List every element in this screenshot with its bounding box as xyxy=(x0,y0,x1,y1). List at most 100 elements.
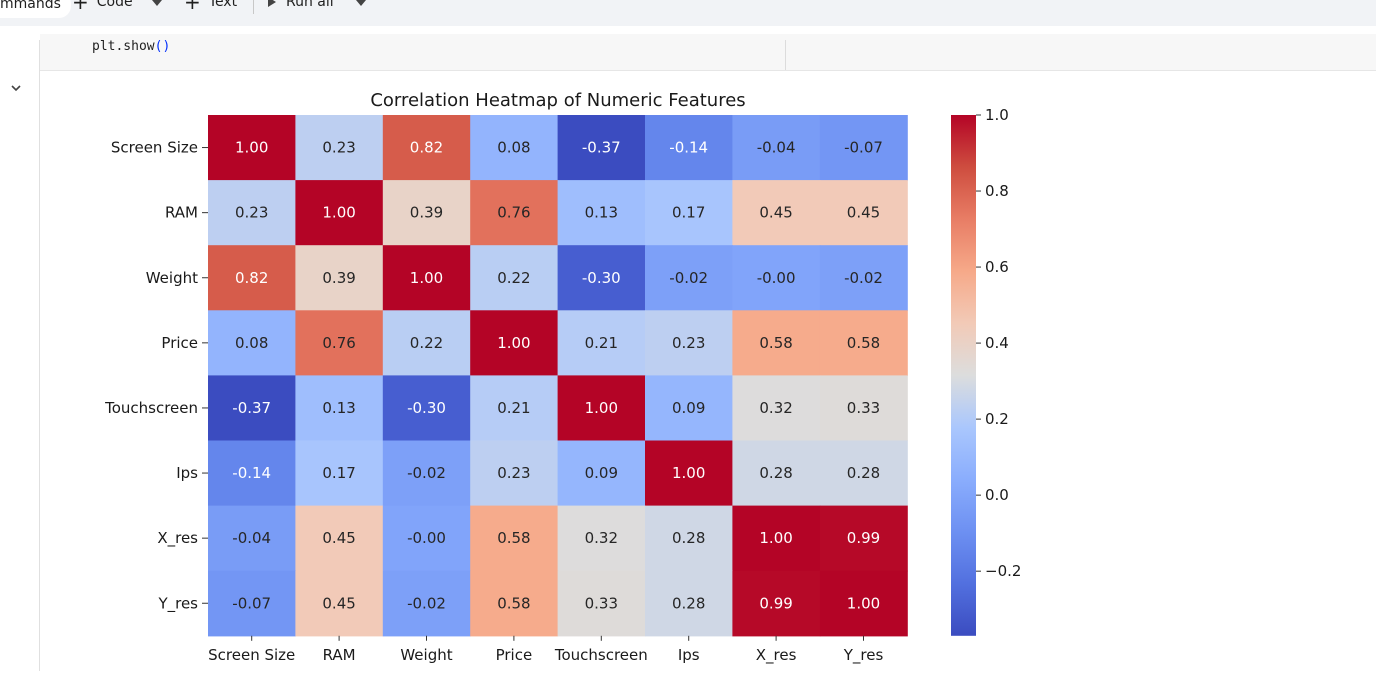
colorbar-tick-label: 0.2 xyxy=(985,410,1009,428)
cell-value-label: 0.82 xyxy=(235,269,268,287)
heatmap-cell xyxy=(295,310,384,376)
chart-title: Correlation Heatmap of Numeric Features xyxy=(370,90,745,111)
x-tick-label: X_res xyxy=(756,646,797,665)
cell-value-label: 0.39 xyxy=(322,269,355,287)
cell-value-label: -0.04 xyxy=(757,139,796,157)
run-all-dropdown[interactable] xyxy=(356,0,366,6)
cell-value-label: 0.08 xyxy=(235,334,268,352)
cell-value-label: 0.23 xyxy=(497,464,530,482)
cell-value-label: -0.37 xyxy=(582,139,621,157)
heatmap-cell xyxy=(819,245,908,311)
cell-value-label: 0.28 xyxy=(847,464,880,482)
heatmap-cell xyxy=(208,375,296,442)
cell-value-label: 0.32 xyxy=(585,529,618,547)
cell-value-label: 0.58 xyxy=(759,334,792,352)
cell-value-label: 0.58 xyxy=(847,334,880,352)
cell-value-label: 0.23 xyxy=(322,139,355,157)
heatmap-cell xyxy=(819,310,908,376)
cell-output: Correlation Heatmap of Numeric Features … xyxy=(40,71,1376,671)
cell-value-label: -0.02 xyxy=(407,594,446,612)
add-code-button[interactable]: + Code xyxy=(72,0,133,12)
correlation-heatmap: Correlation Heatmap of Numeric Features … xyxy=(104,90,1021,665)
colorbar-tick-label: 0.8 xyxy=(985,182,1009,200)
chevron-down-icon xyxy=(356,0,366,6)
cell-value-label: 1.00 xyxy=(847,594,880,612)
cell-value-label: -0.30 xyxy=(582,269,621,287)
colorbar-tick-label: −0.2 xyxy=(985,562,1021,580)
heatmap-cell xyxy=(645,505,733,572)
heatmap-cell xyxy=(645,310,733,376)
code-parens: () xyxy=(154,39,171,54)
run-all-button[interactable]: Run all xyxy=(268,0,334,10)
heatmap-cell xyxy=(208,180,296,246)
x-tick-label: Y_res xyxy=(843,646,884,665)
y-tick-label: X_res xyxy=(157,529,198,548)
add-code-dropdown[interactable] xyxy=(152,0,162,6)
cell-value-label: 0.76 xyxy=(322,334,355,352)
cell-value-label: 0.23 xyxy=(235,204,268,222)
cell-value-label: -0.07 xyxy=(232,594,271,612)
cell-value-label: 0.22 xyxy=(497,269,530,287)
notebook-toolbar: mmands + Code + Text Run all xyxy=(0,0,1376,26)
cell-value-label: 0.58 xyxy=(497,529,530,547)
heatmap-cell xyxy=(382,245,471,311)
heatmap-cell xyxy=(382,115,471,181)
cell-value-label: 1.00 xyxy=(235,139,268,157)
add-text-button[interactable]: + Text xyxy=(184,0,237,14)
cell-value-label: 0.08 xyxy=(497,139,530,157)
heatmap-cell xyxy=(295,505,384,572)
cell-value-label: 0.99 xyxy=(759,594,792,612)
cell-value-label: 1.00 xyxy=(497,334,530,352)
cell-value-label: 0.58 xyxy=(497,594,530,612)
heatmap-cell xyxy=(732,245,821,311)
cell-value-label: -0.14 xyxy=(232,464,271,482)
heatmap-cell xyxy=(557,180,646,246)
y-tick-label: Weight xyxy=(146,269,198,287)
cell-value-label: -0.04 xyxy=(232,529,271,547)
cell-value-label: 0.13 xyxy=(322,399,355,417)
heatmap-cell xyxy=(382,440,471,507)
commands-label: mmands xyxy=(0,0,61,12)
heatmap-cell xyxy=(382,375,471,442)
heatmap-cell xyxy=(819,375,908,442)
commands-button[interactable]: mmands xyxy=(0,0,71,18)
heatmap-cell xyxy=(208,310,296,376)
colorbar xyxy=(951,115,976,636)
heatmap-cell xyxy=(645,245,733,311)
cell-value-label: -0.14 xyxy=(669,139,708,157)
collapse-output-button[interactable] xyxy=(9,80,23,94)
heatmap-cell xyxy=(208,440,296,507)
cell-value-label: -0.02 xyxy=(669,269,708,287)
code-line: plt.show() xyxy=(92,39,170,54)
cell-value-label: 0.76 xyxy=(497,204,530,222)
heatmap-cell xyxy=(819,440,908,507)
heatmap-cell xyxy=(645,375,733,442)
x-tick-label: Screen Size xyxy=(208,646,295,664)
cell-value-label: -0.00 xyxy=(407,529,446,547)
heatmap-cell xyxy=(382,310,471,376)
heatmap-cell xyxy=(645,115,733,181)
cell-value-label: 0.39 xyxy=(410,204,443,222)
colorbar-tick-label: 0.6 xyxy=(985,258,1009,276)
cell-value-label: -0.02 xyxy=(407,464,446,482)
heatmap-cell xyxy=(557,375,646,442)
heatmap-cell xyxy=(732,505,821,572)
heatmap-cell xyxy=(470,375,559,442)
heatmap-cell xyxy=(557,115,646,181)
x-tick-label: Ips xyxy=(678,646,700,664)
plus-icon: + xyxy=(184,0,201,14)
heatmap-cell xyxy=(470,180,559,246)
code-cell-editor[interactable]: plt.show() xyxy=(40,34,1376,70)
heatmap-cell xyxy=(645,440,733,507)
colorbar-tick-label: 0.4 xyxy=(985,334,1009,352)
heatmap-cell xyxy=(208,245,296,311)
colorbar-tick-label: 0.0 xyxy=(985,486,1009,504)
cell-value-label: -0.07 xyxy=(844,139,883,157)
heatmap-cell xyxy=(819,570,908,637)
cell-value-label: 1.00 xyxy=(410,269,443,287)
heatmap-cell xyxy=(732,440,821,507)
x-tick-label: Price xyxy=(496,646,533,664)
cell-value-label: 0.22 xyxy=(410,334,443,352)
play-icon xyxy=(268,0,276,7)
x-tick-label: Touchscreen xyxy=(554,646,648,664)
